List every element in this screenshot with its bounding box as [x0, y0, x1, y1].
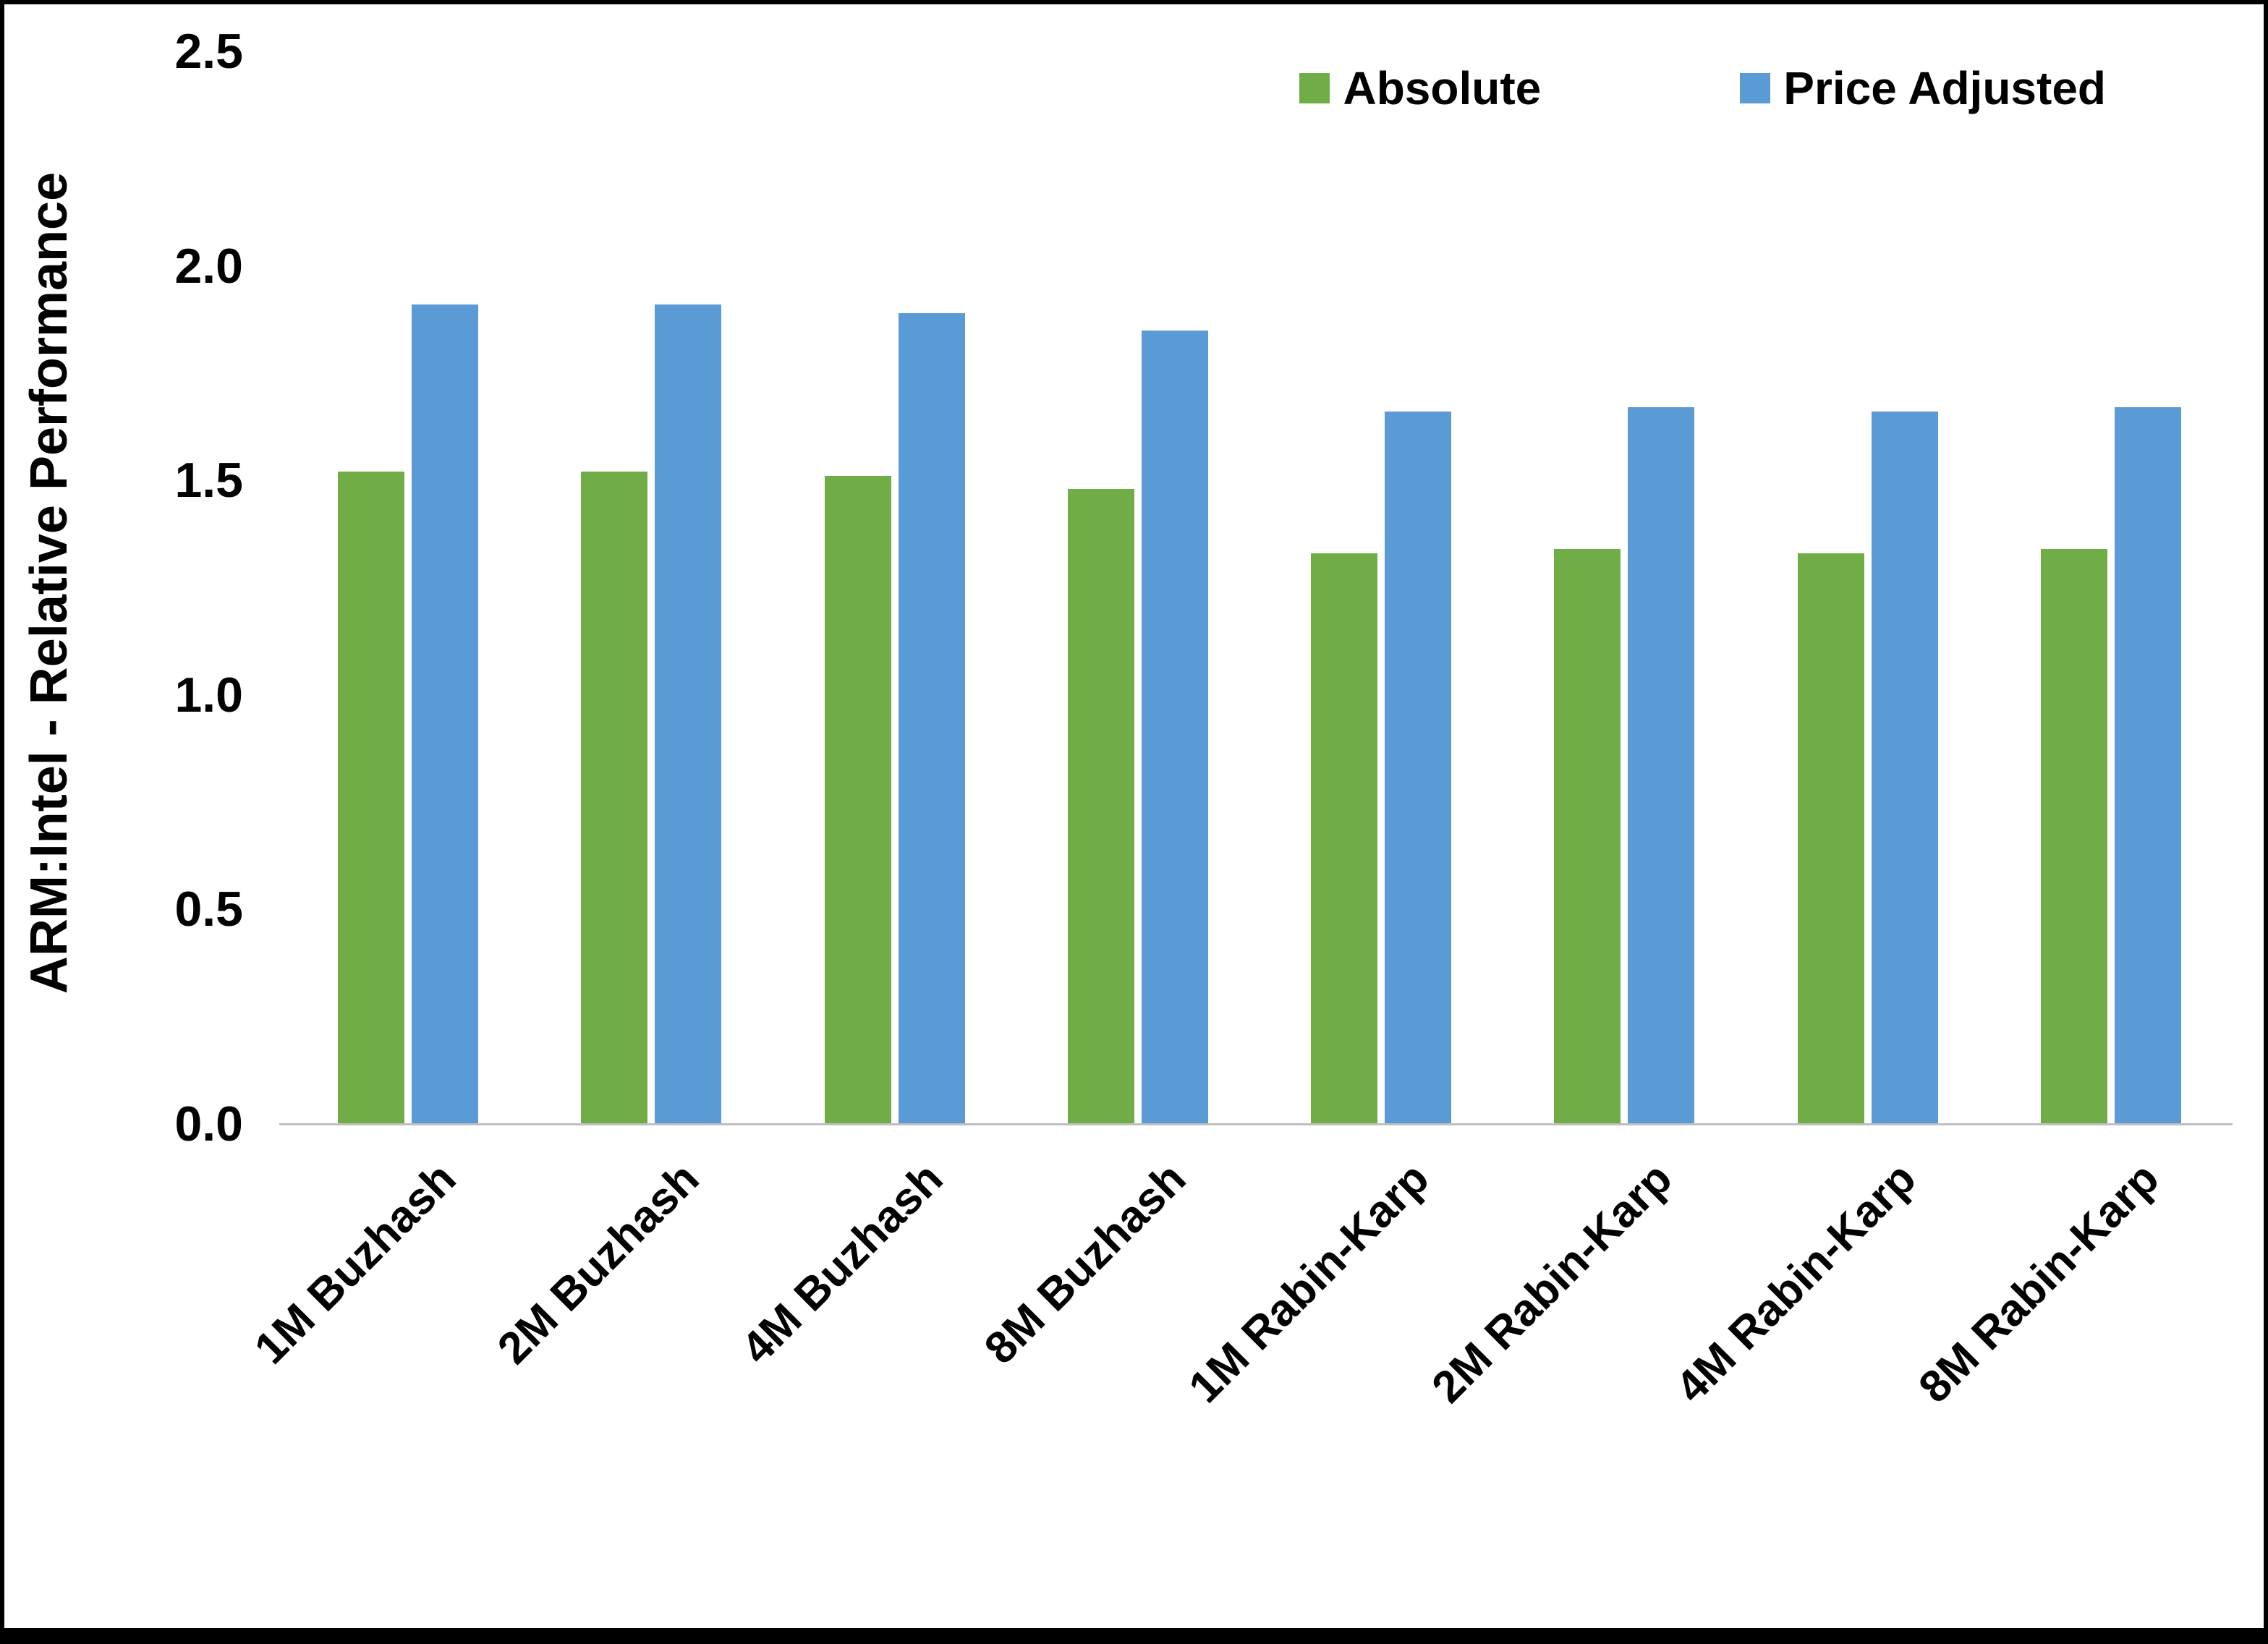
y-tick-label: 0.0	[174, 1096, 243, 1151]
legend-label: Absolute	[1343, 62, 1542, 114]
x-axis-labels: 1M Buzhash 2M Buzhash 4M Buzhash 8M Buzhash…	[245, 1133, 2233, 1610]
y-axis: 0.0 0.5 1.0 1.5 2.0 2.5	[77, 27, 243, 1149]
bar-price-adjusted	[1385, 412, 1452, 1124]
bar-group	[1067, 51, 1208, 1124]
legend-item: Absolute	[1299, 61, 1541, 115]
bar-price-adjusted	[655, 304, 722, 1124]
y-tick-label: 0.5	[174, 882, 243, 937]
bar-group	[2040, 51, 2181, 1124]
bar-absolute	[338, 472, 405, 1124]
legend: Absolute Price Adjusted	[1299, 61, 2106, 115]
bar-price-adjusted	[1871, 412, 1938, 1124]
bar-price-adjusted	[1628, 407, 1695, 1124]
bar-absolute	[581, 472, 648, 1124]
bar-group	[824, 51, 965, 1124]
bars-container	[286, 51, 2233, 1124]
bar-group	[1797, 51, 1938, 1124]
bar-group	[1554, 51, 1695, 1124]
legend-swatch-icon	[1740, 73, 1771, 103]
bar-price-adjusted	[1141, 330, 1208, 1124]
y-tick-label: 2.5	[174, 24, 243, 79]
bar-absolute	[1311, 553, 1378, 1124]
bar-absolute	[824, 476, 891, 1124]
bar-price-adjusted	[412, 304, 479, 1124]
plot-area: Absolute Price Adjusted	[279, 51, 2233, 1125]
bar-absolute	[1067, 489, 1134, 1124]
bar-group	[1311, 51, 1452, 1124]
legend-item: Price Adjusted	[1740, 61, 2106, 115]
bar-price-adjusted	[898, 312, 965, 1124]
bar-group	[338, 51, 479, 1124]
legend-label: Price Adjusted	[1783, 62, 2106, 114]
bar-group	[581, 51, 722, 1124]
y-axis-title: ARM:Intel - Relative Performance	[20, 171, 78, 995]
bar-absolute	[2040, 549, 2107, 1124]
bar-price-adjusted	[2114, 407, 2181, 1124]
bar-absolute	[1797, 553, 1864, 1124]
bar-absolute	[1554, 549, 1621, 1124]
y-tick-label: 2.0	[174, 238, 243, 294]
x-axis-line	[279, 1123, 2233, 1125]
y-tick-label: 1.0	[174, 667, 243, 723]
legend-swatch-icon	[1299, 73, 1330, 103]
y-tick-label: 1.5	[174, 453, 243, 508]
